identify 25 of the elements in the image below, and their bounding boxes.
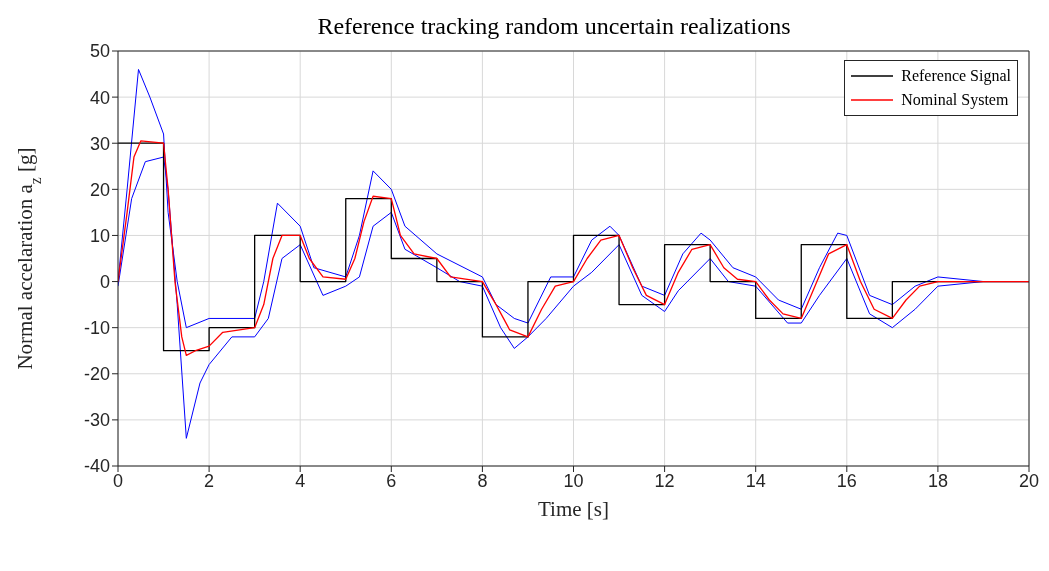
- x-tick-label: 6: [386, 470, 397, 491]
- x-tick-label: 8: [477, 470, 488, 491]
- legend-label: Reference Signal: [901, 66, 1011, 87]
- y-tick-label: -20: [83, 364, 110, 385]
- x-tick-label: 10: [563, 470, 584, 491]
- x-tick-label: 12: [654, 470, 675, 491]
- x-tick-label: 2: [204, 470, 215, 491]
- y-tick-label: 50: [89, 41, 110, 62]
- y-tick-label: 10: [89, 225, 110, 246]
- x-tick-label: 18: [927, 470, 948, 491]
- chart-title: Reference tracking random uncertain realizations: [317, 13, 791, 39]
- y-tick-label: -10: [83, 318, 110, 339]
- y-tick-label: 0: [99, 271, 110, 292]
- y-tick-label: 20: [89, 179, 110, 200]
- x-tick-label: 0: [112, 470, 124, 491]
- y-tick-label: -30: [83, 410, 110, 431]
- x-tick-label: 14: [745, 470, 766, 491]
- x-tick-label: 20: [1018, 470, 1040, 491]
- y-tick-label: -40: [83, 456, 110, 477]
- x-axis-title: Time [s]: [538, 497, 609, 521]
- x-tick-label: 4: [295, 470, 306, 491]
- y-tick-label: 30: [89, 133, 110, 154]
- y-tick-label: 40: [89, 87, 110, 108]
- legend-label: Nominal System: [901, 90, 1009, 111]
- x-tick-label: 16: [836, 470, 857, 491]
